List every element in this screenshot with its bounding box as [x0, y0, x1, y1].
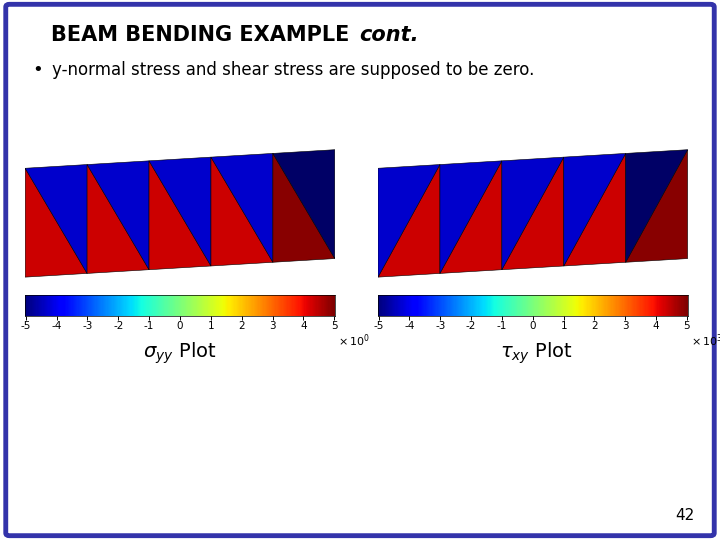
Polygon shape: [440, 161, 502, 273]
Polygon shape: [211, 153, 273, 262]
Polygon shape: [378, 165, 440, 277]
Polygon shape: [87, 161, 149, 269]
Text: •: •: [32, 61, 42, 79]
Polygon shape: [149, 161, 211, 269]
Polygon shape: [626, 150, 688, 262]
Text: y-normal stress and shear stress are supposed to be zero.: y-normal stress and shear stress are sup…: [52, 61, 534, 79]
Text: $\sigma_{yy}$ Plot: $\sigma_{yy}$ Plot: [143, 341, 217, 367]
Text: $\tau_{xy}$ Plot: $\tau_{xy}$ Plot: [500, 341, 573, 367]
Polygon shape: [502, 157, 564, 269]
Text: BEAM BENDING EXAMPLE: BEAM BENDING EXAMPLE: [51, 25, 356, 45]
Polygon shape: [25, 168, 87, 277]
Text: $\times\,10^{3}$: $\times\,10^{3}$: [690, 332, 720, 349]
Polygon shape: [502, 157, 564, 269]
Polygon shape: [564, 153, 626, 266]
Polygon shape: [378, 165, 440, 277]
Text: $\times\,10^{0}$: $\times\,10^{0}$: [338, 332, 369, 349]
Polygon shape: [211, 157, 273, 266]
Text: cont.: cont.: [359, 25, 419, 45]
Polygon shape: [149, 157, 211, 266]
FancyBboxPatch shape: [6, 4, 714, 536]
Text: 42: 42: [675, 508, 695, 523]
Polygon shape: [273, 150, 335, 259]
Polygon shape: [626, 150, 688, 262]
Polygon shape: [273, 153, 335, 262]
Polygon shape: [564, 153, 626, 266]
Polygon shape: [440, 161, 502, 273]
Polygon shape: [87, 165, 149, 273]
Polygon shape: [25, 165, 87, 273]
